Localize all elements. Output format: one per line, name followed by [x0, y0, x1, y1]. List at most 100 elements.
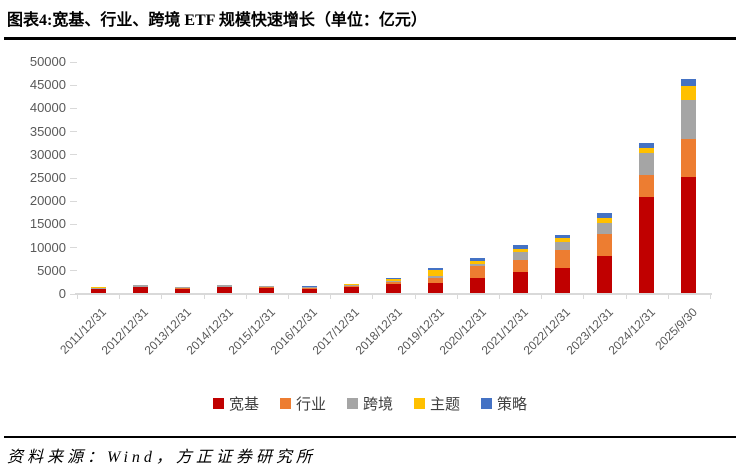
- y-axis-label: 15000: [29, 216, 66, 232]
- bar-segment-主题: [681, 86, 697, 100]
- chart-legend: 宽基 行业 跨境 主题 策略: [0, 393, 740, 414]
- x-axis-tick: [77, 295, 78, 299]
- bar-segment-主题: [470, 260, 486, 264]
- legend-swatch-icon: [346, 398, 358, 409]
- y-axis-label: 40000: [29, 100, 66, 116]
- bar-segment-宽基: [639, 196, 655, 293]
- y-axis-tick: [70, 61, 77, 63]
- legend-swatch-icon: [279, 398, 291, 409]
- y-axis-label: 10000: [29, 239, 66, 255]
- stacked-bar: [681, 79, 697, 293]
- bar-segment-策略: [470, 258, 486, 261]
- legend-item-策略: 策略: [481, 393, 527, 414]
- bar-segment-跨境: [554, 242, 570, 250]
- bar-segment-宽基: [428, 282, 444, 293]
- bar-segment-宽基: [132, 286, 148, 293]
- x-axis-tick: [625, 295, 627, 299]
- bar-segment-策略: [512, 244, 528, 249]
- legend-item-行业: 行业: [279, 393, 326, 414]
- y-axis-tick: [70, 177, 77, 179]
- stacked-bar: [301, 286, 317, 293]
- stacked-bar: [386, 277, 401, 293]
- stacked-bar: [132, 285, 148, 293]
- y-axis-label: 50000: [29, 54, 66, 69]
- bar-segment-跨境: [90, 287, 106, 289]
- x-axis-tick: [710, 295, 711, 299]
- legend-swatch-icon: [414, 398, 425, 409]
- bar-segment-策略: [386, 277, 401, 279]
- bar-segment-行业: [259, 286, 275, 288]
- bar-segment-跨境: [175, 287, 190, 289]
- bar-segment-行业: [386, 282, 401, 284]
- x-axis-tick: [541, 295, 543, 299]
- figure-title: 图表4:宽基、行业、跨境 ETF 规模快速增长（单位：亿元）: [7, 12, 427, 29]
- x-axis-tick: [161, 295, 163, 299]
- bar-segment-主题: [639, 148, 655, 154]
- stacked-bar: [597, 213, 612, 293]
- legend-label: 行业: [295, 397, 326, 413]
- y-axis-tick: [70, 131, 77, 133]
- stacked-bar: [554, 234, 570, 293]
- bar-segment-跨境: [217, 285, 233, 287]
- y-axis-label: 25000: [29, 170, 66, 185]
- bar-segment-宽基: [343, 286, 359, 293]
- bar-segment-宽基: [217, 287, 233, 293]
- y-axis-label: 30000: [29, 146, 66, 162]
- bar-segment-行业: [639, 174, 655, 197]
- x-axis-tick: [372, 295, 374, 299]
- x-axis-tick: [499, 295, 500, 299]
- x-axis-tick: [330, 295, 332, 299]
- y-axis-tick: [70, 154, 77, 156]
- legend-label: 宽基: [228, 397, 259, 413]
- bar-segment-宽基: [259, 287, 275, 293]
- y-axis-tick: [70, 270, 77, 272]
- bar-segment-主题: [597, 217, 612, 224]
- bar-segment-行业: [681, 138, 697, 178]
- y-axis-tick: [70, 84, 77, 86]
- bar-segment-策略: [428, 267, 444, 271]
- bar-segment-行业: [301, 287, 317, 289]
- bar-segment-行业: [512, 259, 528, 273]
- x-axis-tick: [414, 295, 416, 299]
- bar-segment-行业: [428, 278, 444, 283]
- y-axis-tick: [70, 247, 77, 249]
- x-axis-tick: [667, 295, 669, 299]
- bar-segment-跨境: [132, 285, 148, 287]
- source-note: 资料来源：Wind，方正证券研究所: [7, 449, 316, 466]
- legend-swatch-icon: [481, 398, 493, 409]
- bar-segment-主题: [512, 248, 528, 252]
- y-axis-label: 20000: [29, 193, 66, 209]
- stacked-bar: [90, 287, 106, 293]
- bar-segment-宽基: [90, 289, 106, 293]
- bar-segment-宽基: [175, 289, 190, 293]
- title-divider: [4, 37, 736, 40]
- legend-swatch-icon: [212, 398, 224, 409]
- stacked-bar: [512, 244, 528, 293]
- bar-segment-主题: [554, 238, 570, 243]
- bar-segment-跨境: [259, 285, 275, 287]
- bar-segment-策略: [681, 79, 697, 87]
- y-axis-tick: [70, 107, 77, 109]
- legend-label: 跨境: [362, 397, 393, 413]
- bar-segment-宽基: [386, 283, 401, 293]
- legend-label: 策略: [497, 397, 528, 413]
- stacked-bar: [470, 258, 486, 293]
- y-axis-tick: [70, 293, 77, 295]
- legend-item-主题: 主题: [414, 393, 460, 414]
- x-axis-label: 2011/12/31: [57, 305, 110, 357]
- bar-segment-跨境: [301, 286, 317, 288]
- stacked-bar: [259, 285, 275, 293]
- x-axis-tick: [119, 295, 121, 299]
- legend-item-宽基: 宽基: [212, 393, 259, 414]
- x-axis-tick: [245, 295, 247, 299]
- bar-segment-行业: [470, 266, 486, 278]
- bar-segment-主题: [428, 270, 444, 277]
- stacked-bar: [428, 267, 444, 293]
- legend-item-跨境: 跨境: [346, 393, 393, 414]
- bar-segment-策略: [597, 213, 612, 218]
- bar-segment-宽基: [512, 272, 528, 293]
- bar-segment-跨境: [639, 153, 655, 175]
- bar-segment-行业: [343, 286, 359, 287]
